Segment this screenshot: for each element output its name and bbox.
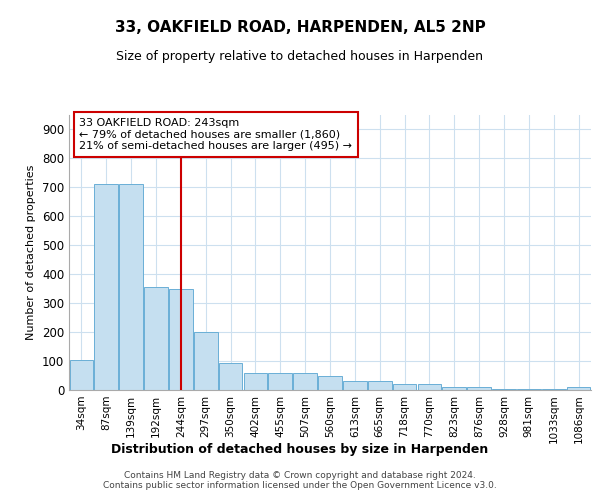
Bar	[219, 362, 242, 390]
Bar	[268, 372, 292, 390]
Bar	[418, 384, 441, 390]
Text: Size of property relative to detached houses in Harpenden: Size of property relative to detached ho…	[116, 50, 484, 63]
Bar	[343, 382, 367, 390]
Bar	[442, 387, 466, 390]
Bar	[244, 372, 267, 390]
Text: Contains HM Land Registry data © Crown copyright and database right 2024.
Contai: Contains HM Land Registry data © Crown c…	[103, 470, 497, 490]
Text: 33, OAKFIELD ROAD, HARPENDEN, AL5 2NP: 33, OAKFIELD ROAD, HARPENDEN, AL5 2NP	[115, 20, 485, 35]
Bar	[119, 184, 143, 390]
Text: 33 OAKFIELD ROAD: 243sqm
← 79% of detached houses are smaller (1,860)
21% of sem: 33 OAKFIELD ROAD: 243sqm ← 79% of detach…	[79, 118, 352, 151]
Bar	[492, 388, 516, 390]
Bar	[70, 360, 93, 390]
Bar	[517, 388, 541, 390]
Bar	[567, 387, 590, 390]
Bar	[318, 376, 342, 390]
Bar	[169, 288, 193, 390]
Bar	[94, 184, 118, 390]
Bar	[194, 332, 218, 390]
Bar	[542, 388, 566, 390]
Bar	[293, 372, 317, 390]
Bar	[393, 384, 416, 390]
Bar	[467, 387, 491, 390]
Bar	[368, 382, 392, 390]
Text: Distribution of detached houses by size in Harpenden: Distribution of detached houses by size …	[112, 442, 488, 456]
Bar	[144, 287, 168, 390]
Y-axis label: Number of detached properties: Number of detached properties	[26, 165, 37, 340]
